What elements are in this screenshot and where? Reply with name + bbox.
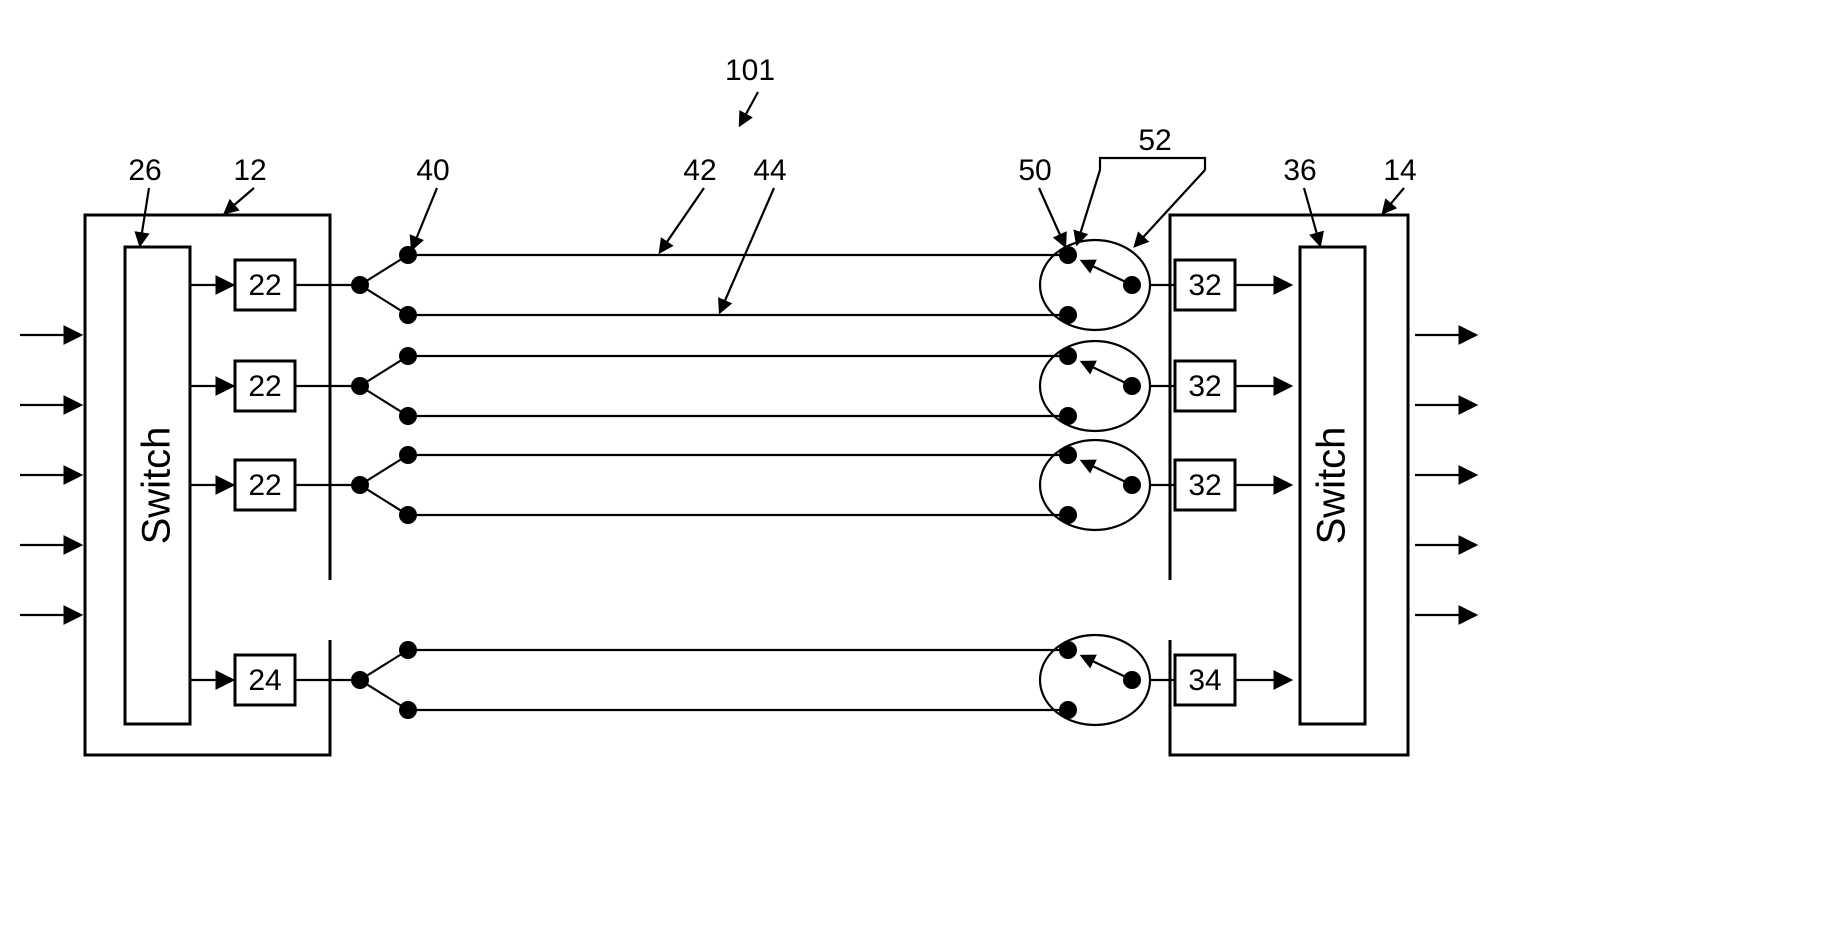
diagram-label: 32 — [1188, 370, 1221, 403]
node-dot — [1059, 701, 1077, 719]
connector — [720, 188, 774, 312]
diagram-label: 22 — [248, 469, 281, 502]
connector — [1082, 362, 1132, 386]
connector — [1039, 188, 1065, 246]
connector — [225, 188, 254, 213]
ref-26: 26 — [128, 154, 161, 187]
connector — [1082, 461, 1132, 485]
diagram-label: 32 — [1188, 469, 1221, 502]
ref-14: 14 — [1383, 154, 1416, 187]
ref-42: 42 — [683, 154, 716, 187]
connector — [1077, 170, 1100, 244]
left-switch-label: Switch — [135, 427, 179, 545]
node-dot — [1059, 506, 1077, 524]
node-dot — [1059, 446, 1077, 464]
right-switch-label: Switch — [1310, 427, 1354, 545]
node-dot — [1059, 246, 1077, 264]
connector — [660, 188, 704, 252]
ref-12: 12 — [233, 154, 266, 187]
connector — [1082, 261, 1132, 285]
node-dot — [1059, 306, 1077, 324]
diagram-label: 24 — [248, 664, 281, 697]
diagram-label: 22 — [248, 370, 281, 403]
node-dot — [1059, 347, 1077, 365]
ref-50: 50 — [1018, 154, 1051, 187]
ref-40: 40 — [416, 154, 449, 187]
diagram-label: 34 — [1188, 664, 1221, 697]
node-dot — [1059, 407, 1077, 425]
connector — [412, 188, 437, 249]
connector — [1383, 188, 1404, 213]
diagram-label: 32 — [1188, 269, 1221, 302]
connector — [1100, 158, 1205, 170]
connector — [1082, 656, 1132, 680]
diagram-label: 22 — [248, 269, 281, 302]
ref-36: 36 — [1283, 154, 1316, 187]
connector — [740, 92, 758, 125]
node-dot — [1059, 641, 1077, 659]
ref-101: 101 — [725, 54, 775, 87]
ref-52: 52 — [1138, 124, 1171, 157]
ref-44: 44 — [753, 154, 786, 187]
